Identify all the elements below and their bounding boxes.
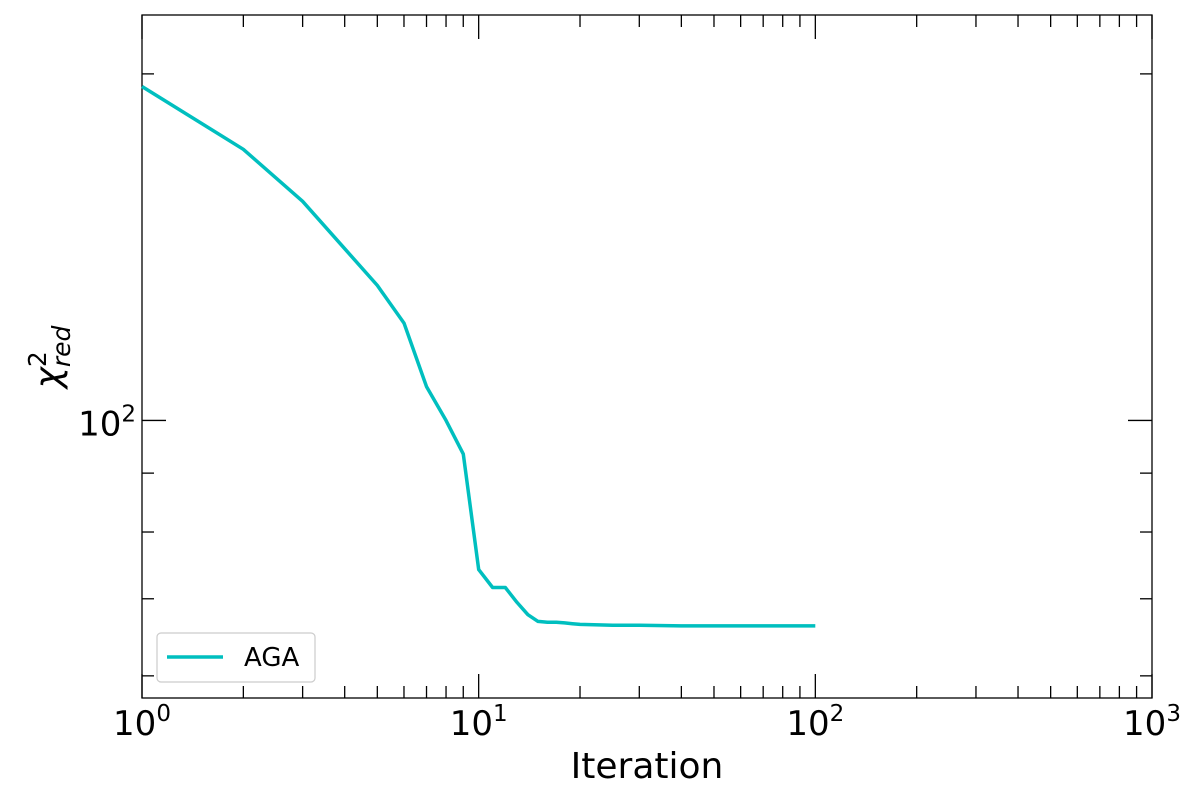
x-tick-label-base: 10: [786, 704, 829, 744]
x-tick-label: 100: [113, 701, 171, 744]
legend-box: [156, 632, 316, 683]
y-axis-label-sup: 2: [23, 351, 52, 367]
y-tick-label-exp: 2: [121, 401, 136, 427]
y-axis-label-base: χ: [28, 365, 69, 390]
x-tick-label-exp: 0: [156, 701, 171, 727]
plot-frame: [141, 14, 1153, 699]
x-axis-label: Iteration: [571, 746, 724, 787]
y-tick-label-base: 10: [78, 404, 121, 444]
series-line-aga: [141, 85, 816, 628]
x-tick-label-base: 10: [113, 704, 156, 744]
x-tick-label-exp: 3: [1166, 701, 1181, 727]
tick-marks: [141, 15, 1153, 698]
x-tick-label-exp: 1: [493, 701, 508, 727]
x-tick-label: 101: [450, 701, 508, 744]
x-tick-label-exp: 2: [830, 701, 845, 727]
x-tick-label: 103: [1123, 701, 1181, 744]
legend: AGA: [156, 632, 316, 683]
x-tick-label: 102: [786, 701, 844, 744]
y-tick-label: 102: [78, 401, 136, 444]
x-tick-label-base: 10: [450, 704, 493, 744]
y-axis-label-sub: red: [47, 325, 76, 367]
y-axis-label: χ2red: [23, 325, 76, 390]
legend-label: AGA: [244, 643, 299, 673]
x-tick-label-base: 10: [1123, 704, 1166, 744]
series-layer: [141, 85, 816, 628]
